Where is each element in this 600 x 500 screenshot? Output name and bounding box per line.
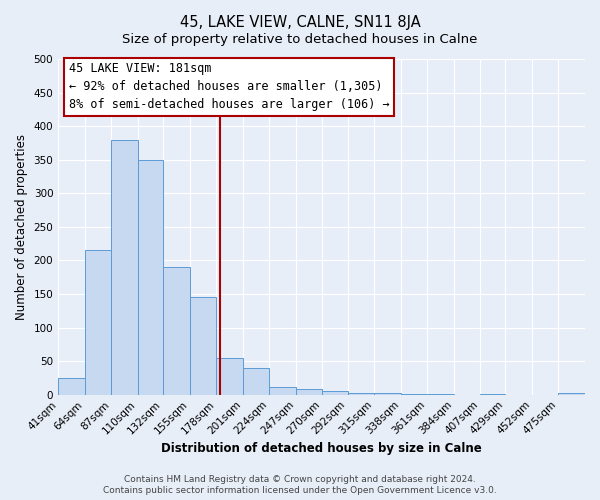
- Bar: [242, 368, 269, 394]
- Bar: [269, 386, 296, 394]
- Bar: [85, 250, 111, 394]
- Bar: [322, 390, 347, 394]
- Bar: [163, 267, 190, 394]
- Bar: [111, 140, 138, 394]
- Text: Contains HM Land Registry data © Crown copyright and database right 2024.: Contains HM Land Registry data © Crown c…: [124, 475, 476, 484]
- Bar: [216, 358, 242, 395]
- Text: 45, LAKE VIEW, CALNE, SN11 8JA: 45, LAKE VIEW, CALNE, SN11 8JA: [179, 15, 421, 30]
- Bar: [138, 160, 163, 394]
- X-axis label: Distribution of detached houses by size in Calne: Distribution of detached houses by size …: [161, 442, 482, 455]
- Text: Size of property relative to detached houses in Calne: Size of property relative to detached ho…: [122, 32, 478, 46]
- Text: Contains public sector information licensed under the Open Government Licence v3: Contains public sector information licen…: [103, 486, 497, 495]
- Bar: [58, 378, 85, 394]
- Bar: [559, 392, 585, 394]
- Y-axis label: Number of detached properties: Number of detached properties: [15, 134, 28, 320]
- Text: 45 LAKE VIEW: 181sqm
← 92% of detached houses are smaller (1,305)
8% of semi-det: 45 LAKE VIEW: 181sqm ← 92% of detached h…: [69, 62, 389, 112]
- Bar: [190, 298, 216, 394]
- Bar: [296, 390, 322, 394]
